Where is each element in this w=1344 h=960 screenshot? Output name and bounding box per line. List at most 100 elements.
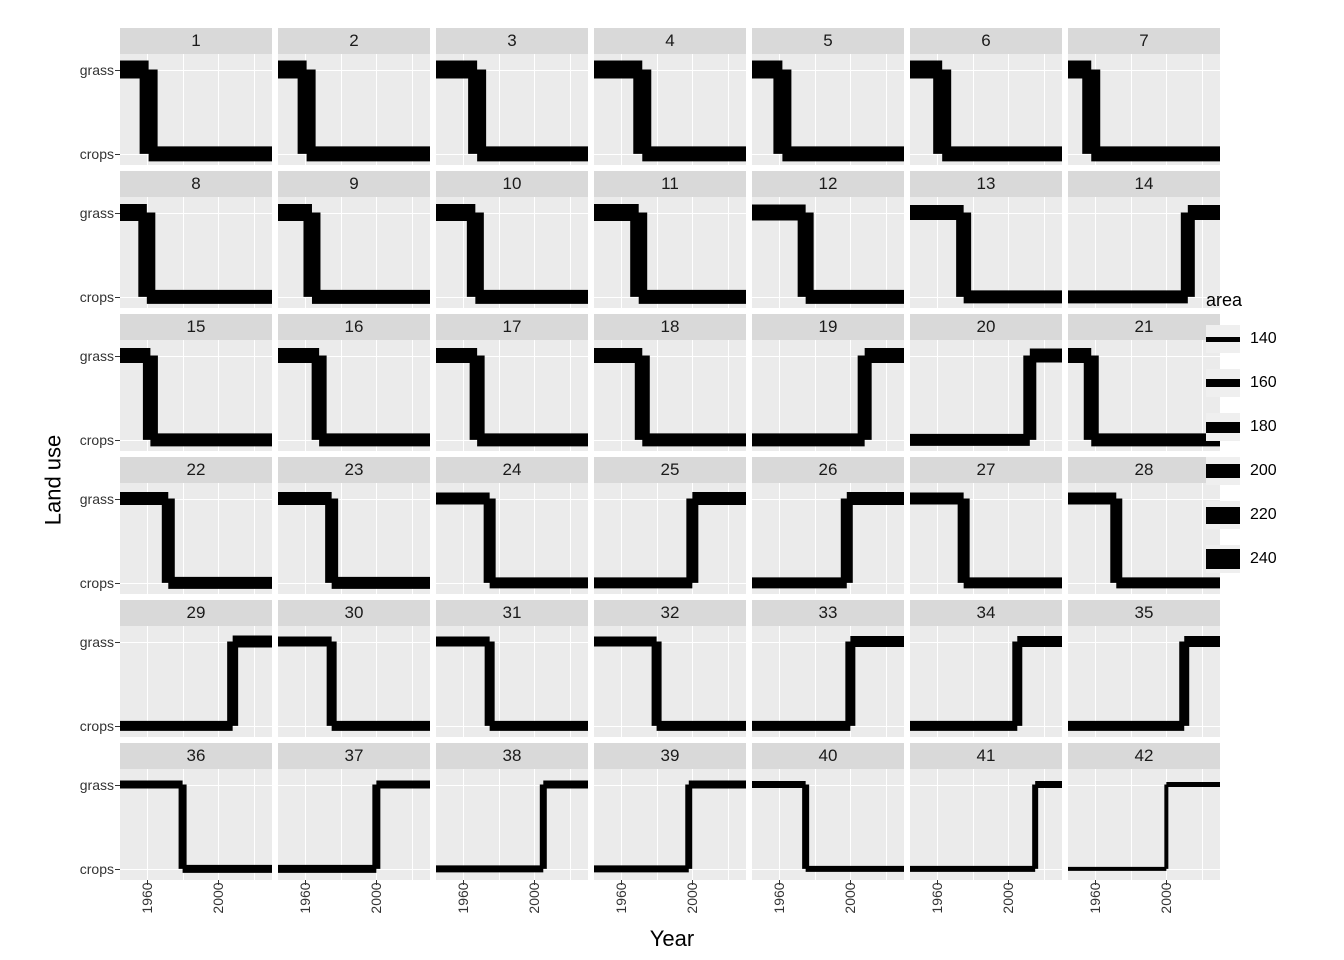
- x-tick-label: 2000: [210, 882, 226, 913]
- facet-strip: 16: [278, 314, 430, 340]
- facet-strip: 7: [1068, 28, 1220, 54]
- y-tick-mark: [115, 642, 120, 643]
- facet: 4119602000: [910, 743, 1062, 880]
- step-line: [1068, 54, 1220, 165]
- step-line: [120, 483, 272, 594]
- y-tick-label: grass: [80, 777, 114, 793]
- facet-strip: 25: [594, 457, 746, 483]
- facet-strip: 32: [594, 600, 746, 626]
- facet-panel: 19602000: [752, 769, 904, 880]
- legend-label: 160: [1250, 374, 1277, 392]
- y-tick-mark: [115, 297, 120, 298]
- y-tick-label: grass: [80, 491, 114, 507]
- step-line: [910, 626, 1062, 737]
- facet-strip: 27: [910, 457, 1062, 483]
- facet-panel: [594, 340, 746, 451]
- legend-swatch: [1206, 369, 1240, 397]
- facet-panel: [1068, 54, 1220, 165]
- facet: 12: [752, 171, 904, 308]
- facet-strip: 8: [120, 171, 272, 197]
- facet: 2: [278, 28, 430, 165]
- y-tick-mark: [115, 869, 120, 870]
- facet-strip: 40: [752, 743, 904, 769]
- facet-panel: [594, 626, 746, 737]
- x-tick-mark: [147, 880, 148, 885]
- facet-panel: [752, 197, 904, 308]
- facet: 29grasscrops: [120, 600, 272, 737]
- facet: 19: [752, 314, 904, 451]
- facet-panel: grasscrops: [120, 483, 272, 594]
- step-line: [594, 626, 746, 737]
- step-line: [278, 626, 430, 737]
- facet-panel: [278, 483, 430, 594]
- step-line: [120, 54, 272, 165]
- legend-swatch: [1206, 545, 1240, 573]
- facet-strip: 6: [910, 28, 1062, 54]
- legend-label: 240: [1250, 550, 1277, 568]
- legend-line: [1206, 549, 1240, 569]
- step-line: [910, 769, 1062, 880]
- facet-panel: [910, 197, 1062, 308]
- facet: 36grasscrops19602000: [120, 743, 272, 880]
- facet-panel: [910, 340, 1062, 451]
- step-line: [594, 54, 746, 165]
- facet-panel: [752, 54, 904, 165]
- facet-panel: [594, 197, 746, 308]
- legend-entry: 200: [1206, 457, 1326, 485]
- step-line: [120, 626, 272, 737]
- legend-line: [1206, 464, 1240, 478]
- y-tick-label: grass: [80, 62, 114, 78]
- x-tick-label: 2000: [684, 882, 700, 913]
- facet: 14: [1068, 171, 1220, 308]
- facet: 17: [436, 314, 588, 451]
- step-line: [436, 54, 588, 165]
- y-tick-label: crops: [80, 289, 114, 305]
- y-tick-mark: [115, 70, 120, 71]
- x-tick-label: 1960: [929, 882, 945, 913]
- x-tick-mark: [218, 880, 219, 885]
- facet-panel: [436, 626, 588, 737]
- facet-panel: [752, 340, 904, 451]
- x-tick-mark: [1166, 880, 1167, 885]
- facet-strip: 31: [436, 600, 588, 626]
- facet-panel: [278, 54, 430, 165]
- step-line: [1068, 769, 1220, 880]
- facet-strip: 1: [120, 28, 272, 54]
- facet-strip: 29: [120, 600, 272, 626]
- x-tick-label: 1960: [1087, 882, 1103, 913]
- facet-panel: 19602000: [910, 769, 1062, 880]
- step-line: [120, 197, 272, 308]
- step-line: [910, 340, 1062, 451]
- facet-panel: [1068, 626, 1220, 737]
- x-tick-mark: [692, 880, 693, 885]
- facet-strip: 18: [594, 314, 746, 340]
- legend-entry: 180: [1206, 413, 1326, 441]
- step-line: [278, 54, 430, 165]
- y-tick-label: grass: [80, 348, 114, 364]
- legend-swatch: [1206, 325, 1240, 353]
- step-line: [120, 340, 272, 451]
- facet-strip: 19: [752, 314, 904, 340]
- x-tick-mark: [1095, 880, 1096, 885]
- y-tick-mark: [115, 583, 120, 584]
- facet-panel: [910, 483, 1062, 594]
- x-tick-mark: [463, 880, 464, 885]
- facet-panel: [278, 340, 430, 451]
- y-tick-mark: [115, 356, 120, 357]
- x-tick-label: 1960: [139, 882, 155, 913]
- step-line: [436, 483, 588, 594]
- y-tick-mark: [115, 726, 120, 727]
- x-tick-mark: [779, 880, 780, 885]
- facet: 4219602000: [1068, 743, 1220, 880]
- legend-swatch: [1206, 413, 1240, 441]
- step-line: [594, 340, 746, 451]
- legend-line: [1206, 337, 1240, 342]
- y-tick-mark: [115, 440, 120, 441]
- facet: 33: [752, 600, 904, 737]
- y-tick-label: crops: [80, 146, 114, 162]
- facet: 28: [1068, 457, 1220, 594]
- facet-strip: 15: [120, 314, 272, 340]
- facet: 18: [594, 314, 746, 451]
- step-line: [910, 197, 1062, 308]
- step-line: [120, 769, 272, 880]
